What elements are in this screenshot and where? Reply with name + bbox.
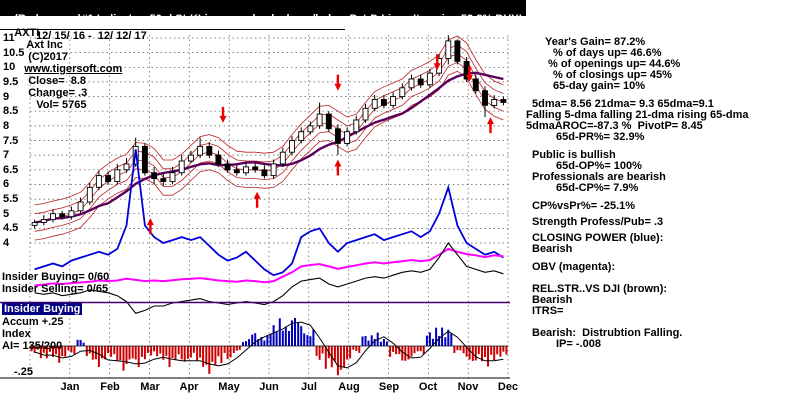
y-axis-tick-label: 6	[3, 178, 10, 190]
y-axis-tick-label: 9.5	[3, 76, 19, 88]
analysis-line: 65-day gain= 10%	[553, 80, 646, 92]
analysis-line: % of closings up= 45%	[553, 69, 672, 81]
x-axis-month-label: Mar	[140, 381, 160, 393]
ticker-header: AXTI Axt Inc (C)2017 www.tigersoft.com C…	[2, 15, 122, 123]
y-axis-tick-label: 10.5	[3, 47, 25, 59]
accum-label: Accum +.25	[2, 316, 64, 328]
frame-lines	[0, 301, 510, 379]
analysis-line: % of days up= 46.6%	[553, 47, 662, 59]
x-axis-month-label: May	[218, 381, 240, 393]
signal-banner-text: (Red arrows)#1 Indicator=50-d St-KLine g…	[14, 13, 523, 25]
company-name: Axt Inc	[26, 39, 63, 51]
accumulation-histogram	[30, 318, 508, 376]
analysis-line: Year's Gain= 87.2%	[545, 36, 646, 48]
analysis-line: % of openings up= 44.6%	[548, 58, 681, 70]
y-axis-tick-label: 6.5	[3, 164, 19, 176]
y-axis-tick-label: 5	[3, 208, 10, 220]
y-axis-tick-label: 11	[3, 32, 15, 44]
analysis-line: Public is bullish	[532, 149, 616, 161]
accum-minus-25-label: -.25	[14, 366, 33, 378]
y-axis-tick-label: 9	[3, 91, 10, 103]
y-axis-tick-label: 7.5	[3, 135, 19, 147]
y-axis-tick-label: 8.5	[3, 105, 19, 117]
y-axis-tick-label: 4.5	[3, 222, 19, 234]
y-axis-tick-label: 5.5	[3, 193, 19, 205]
y-axis-tick-label: 7	[3, 149, 10, 161]
analysis-line: Professionals are bearish	[532, 171, 666, 183]
x-axis-month-label: Feb	[100, 381, 120, 393]
y-axis-tick-label: 10	[3, 61, 16, 73]
y-axis-tick-label: 8	[3, 120, 10, 132]
analysis-line: CP%vsPr%= -25.1%	[532, 200, 636, 212]
analysis-line: ITRS=	[532, 305, 564, 317]
x-axis-month-label: Dec	[497, 381, 519, 393]
price-candles	[31, 35, 507, 229]
moving-average-lines	[34, 35, 504, 241]
insider-buying-highlight: Insider Buying	[2, 303, 83, 315]
x-axis-month-label: Jan	[60, 381, 80, 393]
x-axis-month-label: Oct	[418, 381, 438, 393]
insider-buying-count: Insider Buying= 0/60	[2, 271, 110, 283]
header-underline	[0, 29, 345, 30]
volume-value: Vol= 5765	[36, 99, 87, 111]
grid-layer	[29, 35, 509, 378]
x-axis-month-label: Jul	[301, 381, 317, 393]
analysis-line: 5dma= 8.56 21dma= 9.3 65dma=9.1	[532, 98, 714, 110]
copyright-text: (C)2017	[28, 51, 68, 63]
ai-value: AI= 135/200	[2, 340, 63, 352]
analysis-line: Falling 5-dma falling 21-dma rising 65-d…	[526, 109, 749, 121]
analysis-line: REL.STR..VS DJI (brown):	[532, 283, 668, 295]
analysis-line: Bearish	[532, 243, 573, 255]
date-range: 12/ 15/ 16 - 12/ 12/ 17	[36, 30, 147, 42]
analysis-line: Bearish: Distrubtion Falling.	[532, 327, 683, 339]
signal-banner: (Red arrows)#1 Indicator=50-d St-KLine g…	[0, 0, 527, 25]
analysis-line: Strength Profess/Pub= .3	[532, 216, 664, 228]
website-link[interactable]: www.tigersoft.com	[24, 63, 123, 75]
x-axis-month-label: Nov	[457, 381, 479, 393]
y-axis-tick-label: 4	[3, 237, 10, 249]
analysis-line: CLOSING POWER (blue):	[532, 232, 664, 244]
x-axis-month-label: Aug	[338, 381, 360, 393]
insider-selling-count: Insider Selling= 0/65	[2, 283, 109, 295]
x-axis-month-label: Sep	[378, 381, 400, 393]
analysis-line: Bearish	[532, 294, 573, 306]
ticker-symbol: AXTI	[14, 27, 40, 39]
change-value: Change= .3	[28, 87, 88, 99]
x-axis-month-label: Jun	[259, 381, 279, 393]
analysis-line: IP= -.008	[556, 338, 601, 350]
x-axis-month-label: Apr	[179, 381, 199, 393]
analysis-line: OBV (magenta):	[532, 261, 616, 273]
analysis-line: 65d-PR%= 32.9%	[556, 131, 645, 143]
analysis-line: 5dmaAROC=-87.3 % PivotP= 8.45	[526, 120, 703, 132]
analysis-line: 65d-OP%= 100%	[556, 160, 642, 172]
accum-index-label: Index	[2, 328, 31, 340]
signal-arrows	[146, 54, 494, 235]
close-value: Close= 8.8	[28, 75, 87, 87]
analysis-line: 65d-CP%= 7.9%	[556, 182, 639, 194]
